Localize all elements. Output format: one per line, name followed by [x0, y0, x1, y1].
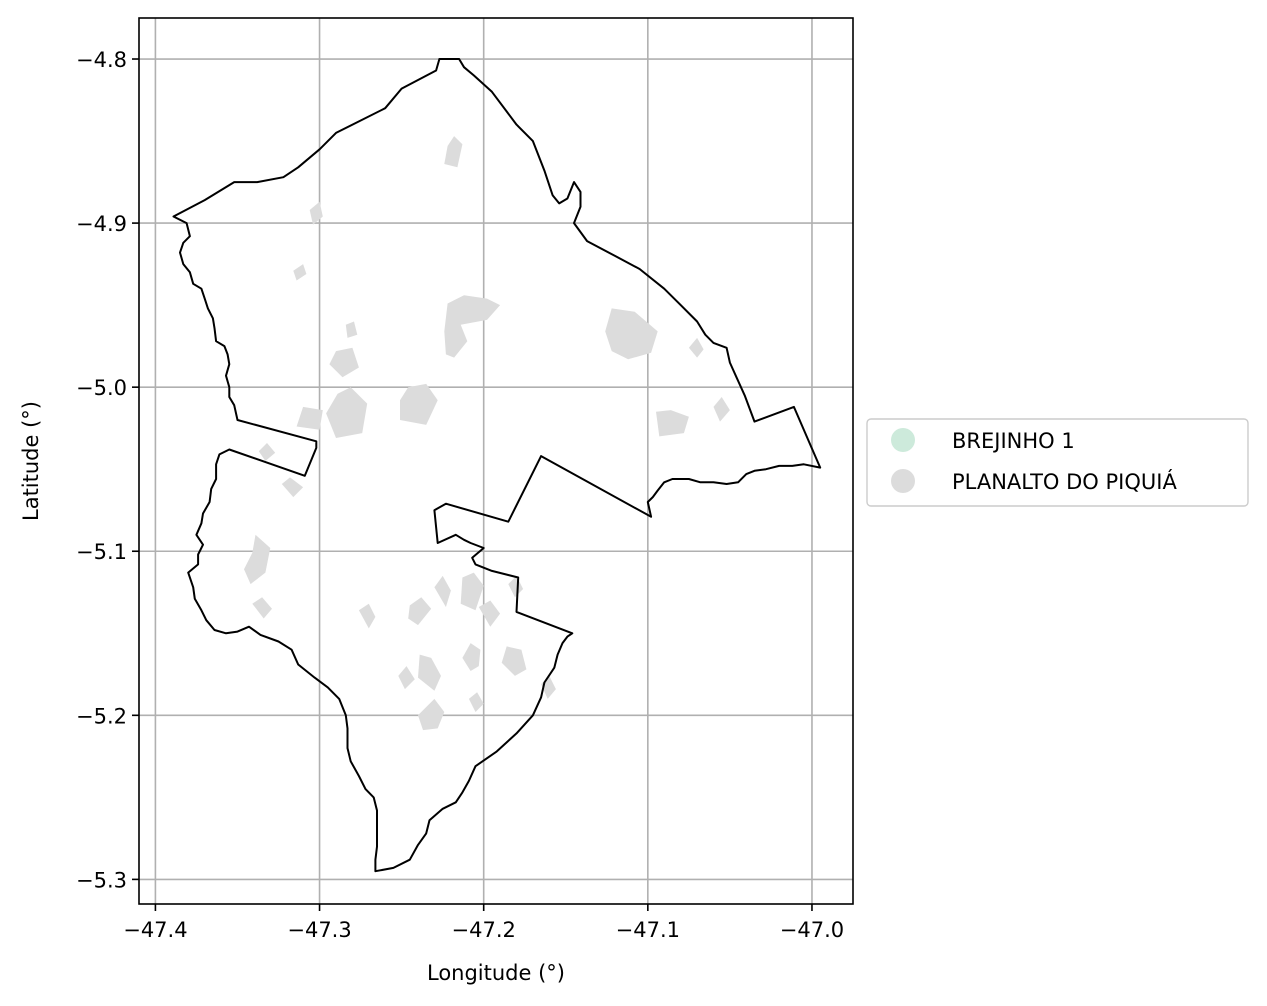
- land-patch: [252, 597, 272, 619]
- land-patch: [296, 406, 323, 430]
- land-patch: [281, 477, 304, 498]
- land-patch: [258, 443, 276, 461]
- y-axis-label: Latitude (°): [19, 401, 43, 521]
- land-patch: [713, 397, 730, 422]
- y-tick-label: −4.8: [76, 48, 127, 72]
- land-patch: [462, 643, 481, 671]
- y-tick-label: −5.1: [76, 540, 127, 564]
- axis-ticks: −47.4 −47.3 −47.2 −47.1 −47.0 −4.8 −4.9 −5.0 −5.…: [76, 48, 844, 942]
- land-patch: [444, 136, 463, 168]
- y-tick-label: −5.2: [76, 704, 127, 728]
- land-patch: [656, 410, 689, 437]
- land-patch: [244, 534, 271, 585]
- legend-label-brejinho: BREJINHO 1: [952, 429, 1075, 453]
- legend-marker-planalto: [891, 469, 915, 493]
- x-tick-label: −47.0: [780, 918, 844, 942]
- municipal-boundary: [172, 58, 822, 873]
- land-patch: [501, 646, 527, 676]
- land-patch: [418, 698, 445, 731]
- legend-label-planalto: PLANALTO DO PIQUIÁ: [952, 469, 1177, 494]
- land-patch: [468, 692, 484, 712]
- x-tick-label: −47.2: [452, 918, 516, 942]
- land-patch: [398, 666, 415, 690]
- land-patch: [605, 308, 658, 360]
- legend-box: [866, 418, 1249, 507]
- land-patch: [508, 575, 524, 598]
- land-patches: [244, 136, 730, 731]
- x-tick-label: −47.1: [616, 918, 680, 942]
- land-patch: [444, 295, 501, 358]
- plot-frame: [138, 17, 854, 905]
- y-tick-label: −5.3: [76, 868, 127, 892]
- land-patch: [478, 600, 501, 627]
- land-patch: [345, 321, 358, 338]
- land-patch: [326, 387, 368, 438]
- boundary-outline: [172, 58, 822, 873]
- land-patch: [460, 572, 484, 611]
- legend-marker-brejinho: [891, 428, 915, 452]
- land-patch: [418, 654, 441, 691]
- x-tick-label: −47.3: [287, 918, 351, 942]
- land-patch: [400, 383, 438, 425]
- land-patch: [688, 337, 704, 358]
- land-patch: [309, 201, 323, 225]
- x-tick-label: −47.4: [123, 918, 187, 942]
- y-tick-label: −5.0: [76, 376, 127, 400]
- land-patch: [434, 575, 451, 607]
- legend: BREJINHO 1 PLANALTO DO PIQUIÁ: [866, 418, 1249, 507]
- land-patch: [329, 347, 359, 378]
- y-tick-label: −4.9: [76, 212, 127, 236]
- land-patch: [358, 603, 376, 629]
- land-patch: [293, 264, 307, 281]
- land-patch: [408, 597, 432, 626]
- x-axis-label: Longitude (°): [427, 961, 565, 985]
